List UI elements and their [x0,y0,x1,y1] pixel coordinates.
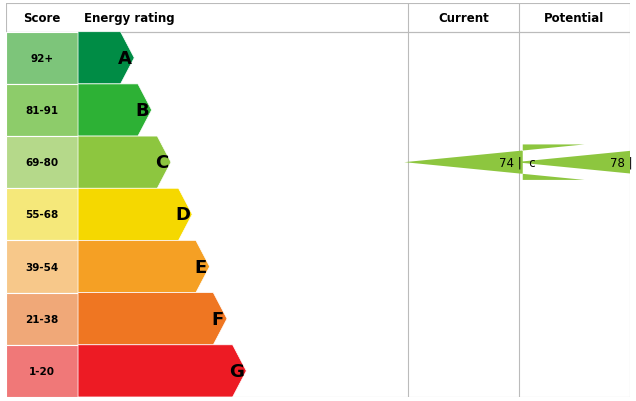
Polygon shape [78,293,227,345]
Text: 1-20: 1-20 [29,366,55,376]
Text: 74 |  c: 74 | c [499,156,536,169]
Text: 81-91: 81-91 [25,106,59,116]
Text: B: B [135,102,149,119]
Polygon shape [78,189,192,241]
Text: F: F [211,310,223,328]
Polygon shape [404,145,584,180]
Bar [6,293,78,345]
Bar [6,85,78,137]
Text: Score: Score [24,12,61,25]
Text: 92+: 92+ [31,54,54,64]
Text: 39-54: 39-54 [25,262,59,272]
Polygon shape [78,85,151,137]
Text: Potential: Potential [544,12,604,25]
Text: A: A [118,50,132,68]
Text: E: E [194,258,206,276]
Text: 69-80: 69-80 [25,158,59,168]
Text: G: G [230,362,244,380]
Polygon shape [78,241,210,293]
Text: 78 |  c: 78 | c [610,156,636,169]
Polygon shape [78,137,171,189]
Text: D: D [175,206,190,224]
Bar [6,345,78,397]
Text: C: C [155,154,168,172]
Bar [6,189,78,241]
Text: Current: Current [438,12,489,25]
Text: 21-38: 21-38 [25,314,59,324]
Polygon shape [78,32,134,85]
Text: 55-68: 55-68 [25,210,59,220]
Text: Energy rating: Energy rating [84,12,175,25]
Polygon shape [515,145,636,180]
Bar [6,241,78,293]
Bar [6,137,78,189]
Polygon shape [78,345,246,397]
Bar [6,32,78,85]
